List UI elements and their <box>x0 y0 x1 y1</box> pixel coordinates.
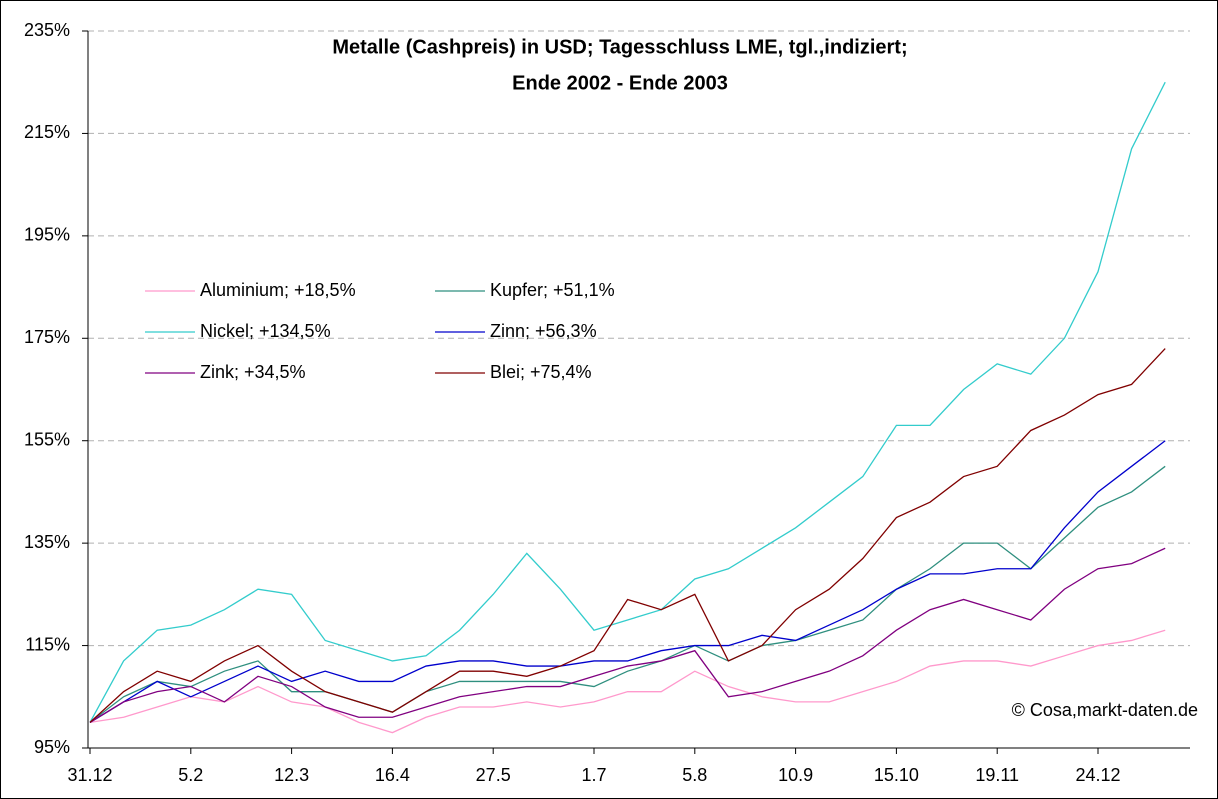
x-tick-label: 31.12 <box>67 765 112 785</box>
legend-label: Aluminium; +18,5% <box>200 280 356 300</box>
x-tick-label: 15.10 <box>874 765 919 785</box>
annotation: © Cosa,markt-daten.de <box>1012 700 1198 720</box>
x-tick-label: 27.5 <box>476 765 511 785</box>
legend-label: Kupfer; +51,1% <box>490 280 615 300</box>
y-tick-label: 155% <box>24 429 70 449</box>
x-tick-label: 12.3 <box>274 765 309 785</box>
series-line <box>89 629 1166 734</box>
x-tick-label: 10.9 <box>778 765 813 785</box>
series-line <box>89 81 1166 723</box>
x-tick-label: 24.12 <box>1075 765 1120 785</box>
y-tick-label: 115% <box>25 634 70 654</box>
y-tick-label: 135% <box>24 532 70 552</box>
series-line <box>89 348 1166 723</box>
series-line <box>89 440 1166 723</box>
x-tick-label: 1.7 <box>581 765 606 785</box>
y-tick-label: 215% <box>24 122 70 142</box>
x-tick-label: 5.8 <box>682 765 707 785</box>
x-tick-label: 5.2 <box>178 765 203 785</box>
x-tick-label: 19.11 <box>975 765 1019 785</box>
chart-title: Metalle (Cashpreis) in USD; Tagesschluss… <box>332 36 907 58</box>
y-tick-label: 235% <box>24 20 70 40</box>
legend-label: Nickel; +134,5% <box>200 321 331 341</box>
series-line <box>89 547 1166 723</box>
chart-title: Ende 2002 - Ende 2003 <box>512 72 728 94</box>
legend-label: Blei; +75,4% <box>490 362 592 382</box>
legend-label: Zinn; +56,3% <box>490 321 597 341</box>
y-tick-label: 195% <box>24 225 70 245</box>
legend-label: Zink; +34,5% <box>200 362 306 382</box>
y-tick-label: 175% <box>24 327 70 347</box>
x-tick-label: 16.4 <box>375 765 410 785</box>
y-tick-label: 95% <box>34 737 70 757</box>
